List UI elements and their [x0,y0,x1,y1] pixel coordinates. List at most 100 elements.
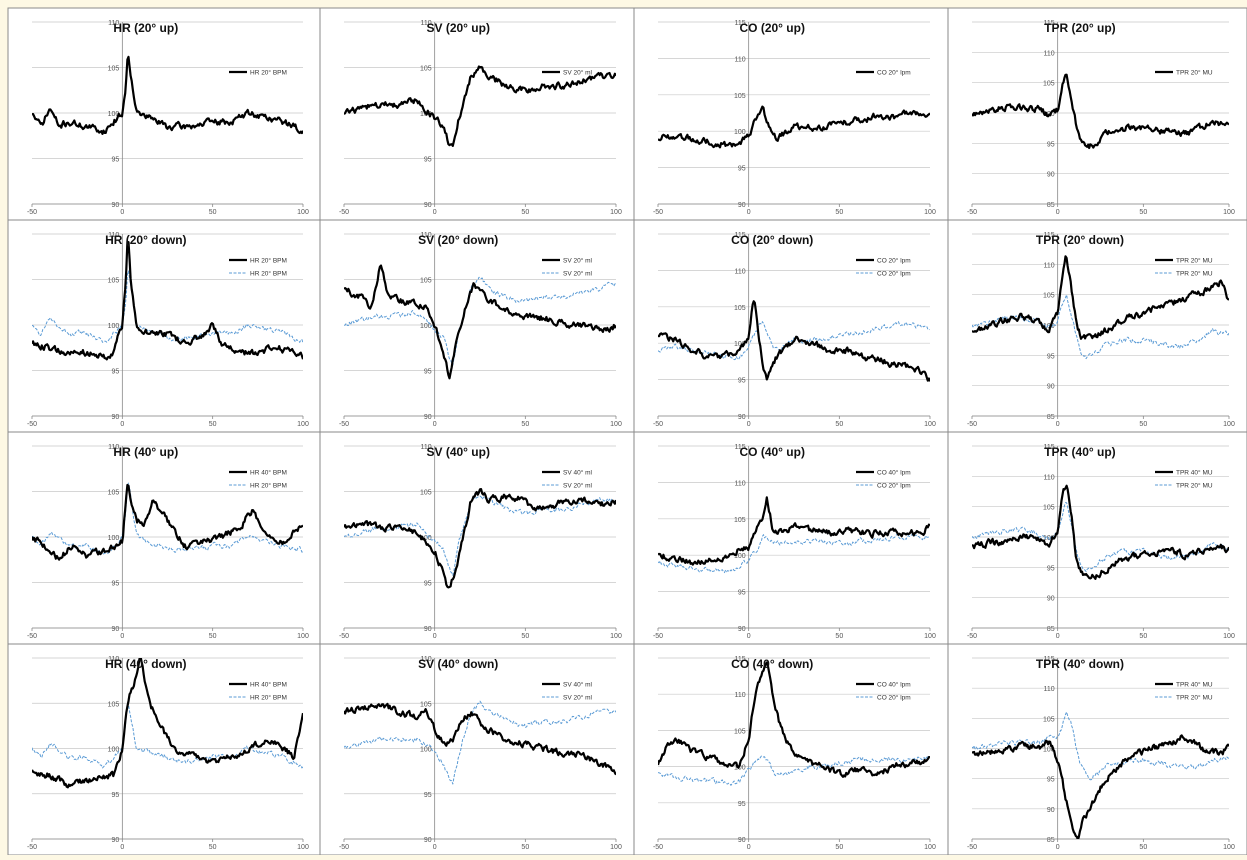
y-tick-label: 95 [1047,565,1055,572]
y-tick-label: 110 [734,56,745,63]
x-tick-label: 0 [433,209,437,216]
x-tick-label: 50 [835,209,843,216]
x-tick-label: 50 [521,209,529,216]
x-tick-label: 50 [835,421,843,428]
y-tick-label: 95 [738,378,746,385]
y-tick-label: 90 [112,202,120,209]
y-tick-label: 95 [1047,141,1055,148]
y-tick-label: 95 [738,166,746,173]
x-tick-label: 0 [1056,421,1060,428]
x-tick-label: 50 [1139,844,1147,851]
main-series-line [658,105,930,149]
chart-title: TPR (40° up) [1044,445,1115,459]
x-tick-label: -50 [27,209,37,216]
y-tick-label: 110 [734,268,745,275]
y-tick-label: 105 [108,278,120,285]
x-tick-label: 50 [209,209,217,216]
legend-label: HR 20° BPM [250,270,287,278]
legend-label: SV 20° ml [563,694,593,702]
reference-series-line [972,711,1229,781]
chart-title: SV (20° down) [418,233,498,247]
chart-title: CO (20° down) [731,233,813,247]
y-tick-label: 110 [108,656,119,663]
x-tick-label: 100 [1223,844,1235,851]
y-tick-label: 105 [734,305,746,312]
chart-panel: 90 95 100 105 110 115 -50 0 50 100 CO (40° up) CO 4… [633,431,949,645]
y-tick-label: 115 [1043,232,1054,239]
main-series-line [344,488,616,589]
y-tick-label: 90 [112,626,120,633]
y-tick-label: 100 [734,341,746,348]
main-series-line [658,496,930,566]
main-series-line [972,734,1229,839]
legend-label: HR 20° BPM [250,69,287,77]
main-series-line [344,264,616,380]
legend-label: CO 20° lpm [877,270,911,278]
x-tick-label: 100 [924,209,936,216]
x-tick-label: 0 [1056,209,1060,216]
y-tick-label: 105 [108,701,120,708]
y-tick-label: 100 [1043,747,1055,754]
x-tick-label: -50 [339,844,349,851]
x-tick-label: 50 [835,844,843,851]
x-tick-label: -50 [339,421,349,428]
x-tick-label: 100 [297,209,309,216]
y-tick-label: 85 [1047,626,1055,633]
chart-panel: 90 95 100 105 110 -50 0 50 100 SV (40° down) SV 40… [319,643,635,856]
chart-title: TPR (20° up) [1044,21,1115,35]
y-tick-label: 115 [734,656,745,663]
y-tick-label: 115 [734,232,745,239]
y-tick-label: 115 [734,444,745,451]
x-tick-label: 50 [835,633,843,640]
y-tick-label: 115 [734,20,745,27]
x-tick-label: 50 [1139,633,1147,640]
legend-label: SV 20° ml [563,257,593,265]
y-tick-label: 100 [420,323,432,330]
chart-panel: 90 95 100 105 110 115 -50 0 50 100 CO (20° up) CO 2… [633,7,949,221]
y-tick-label: 100 [734,129,746,136]
y-tick-label: 115 [1043,444,1054,451]
x-tick-label: 100 [924,844,936,851]
x-tick-label: -50 [967,209,977,216]
chart-title: CO (40° up) [740,445,805,459]
y-tick-label: 105 [1043,505,1055,512]
legend-label: TPR 20° MU [1176,482,1213,490]
chart-panel: 90 95 100 105 110 -50 0 50 100 SV (20° down) SV 20… [319,219,635,433]
y-tick-label: 100 [108,535,120,542]
y-tick-label: 105 [420,66,432,73]
y-tick-label: 90 [112,837,120,844]
x-tick-label: -50 [967,421,977,428]
main-series-line [658,661,930,778]
x-tick-label: 100 [1223,421,1235,428]
y-tick-label: 105 [420,701,432,708]
y-tick-label: 95 [424,369,432,376]
chart-title: HR (20° up) [113,21,178,35]
y-tick-label: 105 [420,278,432,285]
x-tick-label: 100 [1223,633,1235,640]
y-tick-label: 110 [420,232,431,239]
y-tick-label: 100 [108,323,120,330]
main-series-line [32,55,303,135]
panel-frame [947,643,1247,856]
y-tick-label: 95 [424,792,432,799]
y-tick-label: 100 [734,765,746,772]
x-tick-label: -50 [339,209,349,216]
x-tick-label: 50 [1139,209,1147,216]
main-series-line [972,484,1229,580]
y-tick-label: 95 [1047,353,1055,360]
chart-panel: 90 95 100 105 110 -50 0 50 100 HR (40° up) HR 40° … [7,431,322,645]
panel-frame [319,643,635,856]
chart-title: HR (40° up) [113,445,178,459]
y-tick-label: 110 [1043,50,1054,57]
y-tick-label: 85 [1047,837,1055,844]
y-tick-label: 110 [420,656,431,663]
panel-frame [947,431,1247,645]
chart-title: TPR (20° down) [1036,233,1124,247]
y-tick-label: 90 [424,837,432,844]
y-tick-label: 110 [420,444,431,451]
y-tick-label: 95 [424,157,432,164]
y-tick-label: 100 [420,747,432,754]
y-tick-label: 110 [420,20,431,27]
x-tick-label: -50 [27,421,37,428]
